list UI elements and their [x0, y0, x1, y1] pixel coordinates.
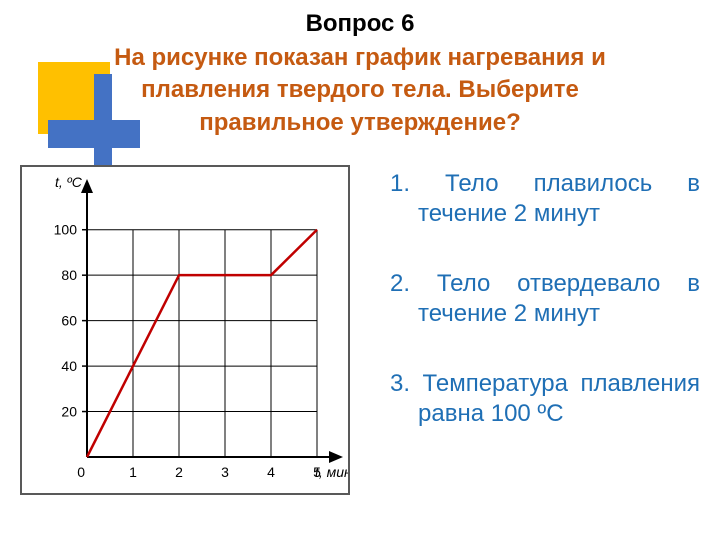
- chart-svg: 20406080100012345t, ºCt, мин: [22, 167, 348, 493]
- svg-text:4: 4: [267, 464, 275, 480]
- question-title-line: правильное утверждение?: [60, 107, 660, 139]
- svg-text:t, мин: t, мин: [315, 464, 348, 480]
- option-1[interactable]: 1. Тело плавилось в течение 2 минут: [390, 169, 700, 229]
- svg-text:1: 1: [129, 464, 137, 480]
- content-row: 20406080100012345t, ºCt, мин 1. Тело пла…: [0, 151, 720, 495]
- option-2[interactable]: 2. Тело отвердевало в течение 2 минут: [390, 269, 700, 329]
- svg-text:3: 3: [221, 464, 229, 480]
- question-title-line: плавления твердого тела. Выберите: [60, 74, 660, 106]
- svg-text:60: 60: [61, 313, 77, 329]
- question-title-line: На рисунке показан график нагревания и: [60, 42, 660, 74]
- option-3[interactable]: 3. Температура плавления равна 100 ºС: [390, 369, 700, 429]
- question-header: Вопрос 6 На рисунке показан график нагре…: [0, 0, 720, 151]
- svg-text:40: 40: [61, 358, 77, 374]
- answer-options: 1. Тело плавилось в течение 2 минут 2. Т…: [350, 157, 700, 495]
- question-number: Вопрос 6: [60, 10, 660, 38]
- svg-text:20: 20: [61, 404, 77, 420]
- heating-chart: 20406080100012345t, ºCt, мин: [20, 165, 350, 495]
- svg-text:2: 2: [175, 464, 183, 480]
- svg-text:t, ºC: t, ºC: [55, 174, 83, 190]
- svg-text:0: 0: [77, 464, 85, 480]
- svg-text:100: 100: [54, 222, 78, 238]
- svg-text:80: 80: [61, 267, 77, 283]
